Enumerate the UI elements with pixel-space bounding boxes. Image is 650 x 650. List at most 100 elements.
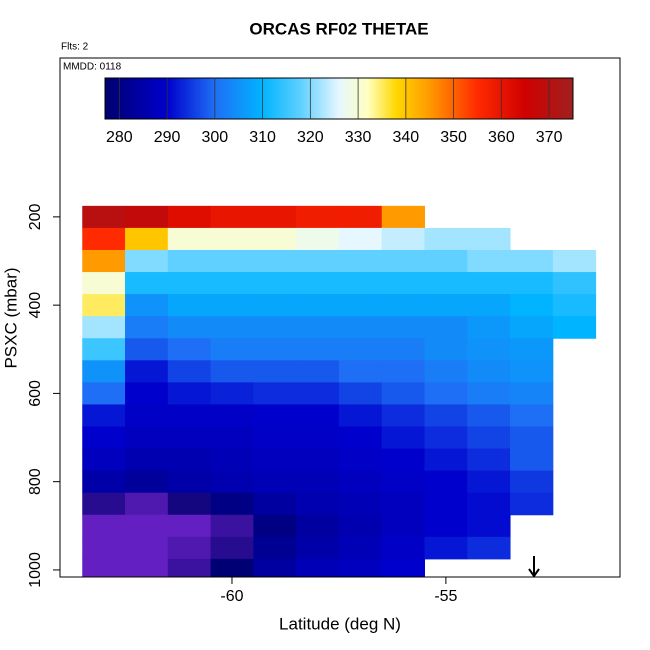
x-tick-label: -60	[220, 588, 243, 605]
x-tick-label: -55	[434, 588, 457, 605]
heat-cell	[125, 338, 169, 361]
heat-cell	[467, 514, 511, 538]
heat-cell	[467, 272, 511, 295]
heat-cell	[338, 338, 383, 361]
heat-cell	[338, 558, 383, 577]
heat-cell	[125, 227, 169, 251]
heat-cell	[510, 249, 554, 273]
heat-cell	[296, 360, 340, 383]
heat-cell	[338, 448, 383, 472]
heat-cell	[296, 426, 340, 450]
heat-cell	[338, 294, 383, 317]
heat-cell	[424, 426, 468, 450]
heat-cell	[82, 338, 126, 361]
heat-cell	[125, 558, 169, 577]
heat-cell	[381, 470, 425, 494]
heat-cell	[82, 514, 126, 538]
colorbar-tick-label: 300	[201, 129, 228, 146]
heat-cell	[381, 514, 425, 538]
heat-cell	[82, 316, 126, 339]
heat-cell	[338, 249, 383, 273]
heat-cell	[467, 426, 511, 450]
heat-cell	[467, 448, 511, 472]
heat-cell	[510, 404, 554, 428]
heat-cell	[210, 294, 254, 317]
heat-cell	[210, 249, 254, 273]
heat-cell	[338, 470, 383, 494]
heat-cell	[424, 514, 468, 538]
x-axis-label: Latitude (deg N)	[279, 614, 401, 633]
colorbar	[104, 77, 574, 120]
colorbar-tick-label: 310	[249, 129, 276, 146]
heat-cell	[125, 382, 169, 405]
heat-cell	[125, 404, 169, 428]
heat-cell	[296, 448, 340, 472]
heat-cell	[210, 272, 254, 295]
heat-cell	[467, 227, 511, 251]
colorbar-tick-label: 330	[345, 129, 372, 146]
heat-cell	[82, 205, 126, 229]
heat-cell	[167, 514, 212, 538]
heat-cell	[210, 448, 254, 472]
heat-cell	[210, 492, 254, 516]
heat-cell	[125, 514, 169, 538]
heat-cell	[381, 316, 425, 339]
plot-frame	[59, 57, 621, 578]
heat-cell	[467, 360, 511, 383]
heat-cell	[467, 316, 511, 339]
heat-cell	[167, 426, 212, 450]
heat-cell	[424, 316, 468, 339]
y-tick-label: 400	[27, 292, 44, 319]
heat-cell	[82, 536, 126, 560]
heat-cell	[167, 558, 212, 577]
heat-cell	[253, 382, 297, 405]
heat-cell	[296, 316, 340, 339]
heat-cell	[210, 404, 254, 428]
heat-cell	[338, 205, 383, 229]
heat-cell	[381, 448, 425, 472]
heat-cell	[210, 338, 254, 361]
heat-cell	[82, 558, 126, 577]
heat-cell	[338, 514, 383, 538]
heat-cell	[82, 227, 126, 251]
heat-cell	[82, 382, 126, 405]
y-tick-label: 1000	[27, 552, 44, 588]
heat-cell	[253, 426, 297, 450]
colorbar-tick-label: 350	[440, 129, 467, 146]
heat-cell	[338, 382, 383, 405]
heat-cell	[424, 227, 468, 251]
heat-cell	[125, 448, 169, 472]
heat-cell	[338, 360, 383, 383]
heat-cell	[167, 382, 212, 405]
heat-cell	[253, 249, 297, 273]
heat-cell	[296, 470, 340, 494]
heat-cell	[82, 360, 126, 383]
heat-cell	[125, 426, 169, 450]
heat-cell	[381, 338, 425, 361]
heat-cell	[253, 316, 297, 339]
annotation: Flts: 2	[61, 42, 89, 53]
heat-cell	[210, 205, 254, 229]
heat-cell	[253, 227, 297, 251]
heat-cell	[381, 227, 425, 251]
heat-cell	[510, 492, 554, 516]
heat-cell	[510, 360, 554, 383]
colorbar-tick-label: 280	[106, 129, 133, 146]
heat-cell	[82, 470, 126, 494]
heat-cell	[510, 294, 554, 317]
colorbar-tick-label: 290	[154, 129, 181, 146]
heat-cell	[338, 227, 383, 251]
heat-cell	[381, 536, 425, 560]
heat-cell	[210, 514, 254, 538]
y-tick-label: 600	[27, 380, 44, 407]
heat-cell	[125, 205, 169, 229]
heat-cell	[381, 360, 425, 383]
colorbar-tick-label: 370	[536, 129, 563, 146]
heat-cell	[210, 558, 254, 577]
heat-cell	[424, 492, 468, 516]
heat-cell	[296, 272, 340, 295]
heat-cell	[167, 272, 212, 295]
heat-cell	[125, 536, 169, 560]
heat-cell	[424, 448, 468, 472]
heat-cell	[338, 492, 383, 516]
